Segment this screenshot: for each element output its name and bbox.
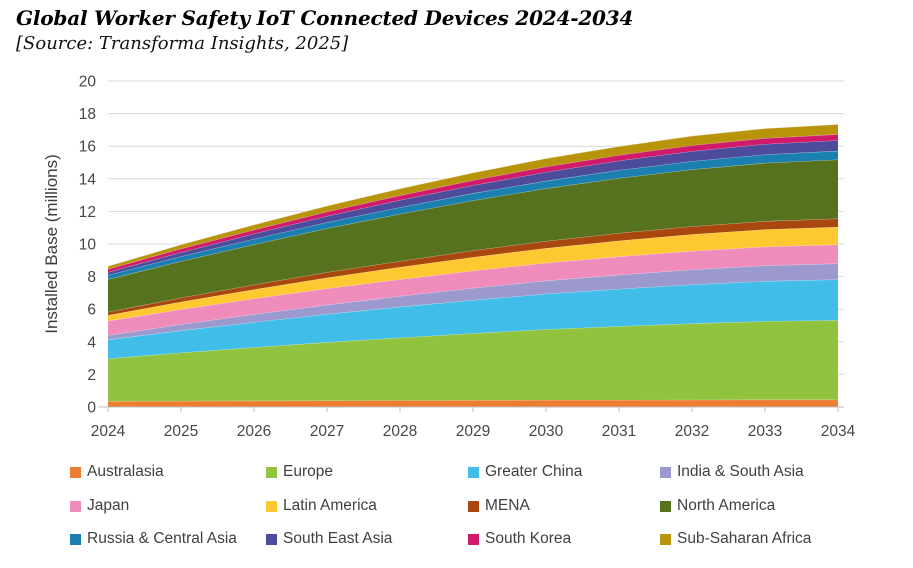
y-tick-label: 14 bbox=[79, 171, 97, 188]
x-axis bbox=[98, 406, 844, 412]
y-tick-label: 4 bbox=[87, 334, 96, 351]
x-tick-label: 2033 bbox=[748, 423, 782, 440]
x-tick-label: 2025 bbox=[164, 423, 198, 440]
area-series-europe bbox=[108, 320, 838, 402]
area-series-latin-america bbox=[108, 227, 838, 321]
legend-item-latin-america: Latin America bbox=[266, 496, 377, 516]
area-series-greater-china-border bbox=[107, 279, 839, 341]
legend-item-greater-china: Greater China bbox=[468, 462, 582, 482]
x-tick-label: 2027 bbox=[310, 423, 344, 440]
legend-item-mena: MENA bbox=[468, 496, 530, 516]
legend-swatch-icon bbox=[660, 533, 671, 545]
x-tick-label: 2030 bbox=[529, 423, 564, 440]
area-series-greater-china bbox=[108, 279, 838, 359]
y-tick-label: 6 bbox=[87, 302, 96, 319]
legend-label: South Korea bbox=[485, 530, 572, 547]
legend-item-north-america: North America bbox=[660, 496, 775, 516]
legend-swatch-icon bbox=[266, 500, 277, 512]
legend-swatch-icon bbox=[468, 466, 479, 478]
legend-item-japan: Japan bbox=[70, 496, 129, 516]
chart-legend: Australasia Europe Greater China India & So… bbox=[0, 455, 913, 565]
legend-swatch-icon bbox=[70, 466, 81, 478]
x-axis-labels: 2024 2025 2026 2027 2028 2029 2030 2031 2032 2033… bbox=[91, 423, 856, 440]
legend-label: MENA bbox=[485, 497, 530, 514]
legend-item-sub-saharan-africa: Sub-Saharan Africa bbox=[660, 529, 811, 549]
legend-label: North America bbox=[677, 497, 776, 514]
legend-swatch-icon bbox=[70, 533, 81, 545]
legend-label: Greater China bbox=[485, 463, 583, 480]
x-tick-label: 2024 bbox=[91, 423, 126, 440]
area-series-japan bbox=[108, 244, 838, 336]
area-series-north-america bbox=[108, 159, 838, 312]
legend-label: Russia & Central Asia bbox=[87, 530, 237, 547]
y-tick-label: 20 bbox=[79, 74, 97, 91]
area-series-australasia bbox=[108, 399, 838, 407]
chart-source-note: [Source: Transforma Insights, 2025] bbox=[16, 33, 349, 54]
legend-label: Latin America bbox=[283, 497, 377, 514]
area-series-mena bbox=[108, 218, 838, 316]
x-tick-label: 2032 bbox=[675, 423, 709, 440]
legend-swatch-icon bbox=[468, 500, 479, 512]
legend-swatch-icon bbox=[70, 500, 81, 512]
y-tick-label: 0 bbox=[87, 400, 96, 417]
x-tick-label: 2029 bbox=[456, 423, 490, 440]
legend-item-australasia: Australasia bbox=[70, 462, 164, 482]
legend-label: Australasia bbox=[87, 463, 164, 480]
legend-label: Japan bbox=[87, 497, 130, 514]
legend-swatch-icon bbox=[660, 500, 671, 512]
area-series-south-east-asia-border bbox=[107, 139, 839, 273]
y-axis-title: Installed Base (millions) bbox=[42, 154, 61, 334]
y-tick-label: 10 bbox=[79, 237, 97, 254]
y-tick-label: 2 bbox=[87, 367, 96, 384]
legend-item-south-east-asia: South East Asia bbox=[266, 529, 392, 549]
x-tick-label: 2034 bbox=[821, 423, 856, 440]
area-series-sub-saharan-africa-border bbox=[107, 123, 839, 267]
legend-label: Europe bbox=[283, 463, 333, 480]
area-series-south-east-asia bbox=[108, 140, 838, 276]
legend-label: South East Asia bbox=[283, 530, 393, 547]
legend-item-south-korea: South Korea bbox=[468, 529, 571, 549]
y-tick-label: 8 bbox=[87, 269, 96, 286]
y-tick-label: 12 bbox=[79, 204, 96, 221]
legend-label: Sub-Saharan Africa bbox=[677, 530, 812, 547]
legend-swatch-icon bbox=[266, 466, 277, 478]
area-series-india-south-asia bbox=[108, 263, 838, 340]
chart-title: Global Worker Safety IoT Connected Devic… bbox=[16, 6, 634, 30]
x-tick-label: 2028 bbox=[383, 423, 417, 440]
x-tick-label: 2026 bbox=[237, 423, 271, 440]
legend-item-russia-central-asia: Russia & Central Asia bbox=[70, 529, 237, 549]
y-tick-label: 18 bbox=[79, 106, 96, 123]
legend-swatch-icon bbox=[266, 533, 277, 545]
area-series-group bbox=[107, 123, 839, 407]
y-tick-label: 16 bbox=[79, 139, 96, 156]
y-axis-labels: 0 2 4 6 8 10 12 14 16 18 20 bbox=[79, 74, 97, 417]
legend-label: India & South Asia bbox=[677, 463, 804, 480]
stacked-area-chart: 0 2 4 6 8 10 12 14 16 18 20 2024 2025 2026 2027 2028 202… bbox=[0, 70, 913, 455]
legend-swatch-icon bbox=[660, 466, 671, 478]
legend-item-india-south-asia: India & South Asia bbox=[660, 462, 804, 482]
legend-swatch-icon bbox=[468, 533, 479, 545]
legend-item-europe: Europe bbox=[266, 462, 333, 482]
x-tick-label: 2031 bbox=[602, 423, 636, 440]
